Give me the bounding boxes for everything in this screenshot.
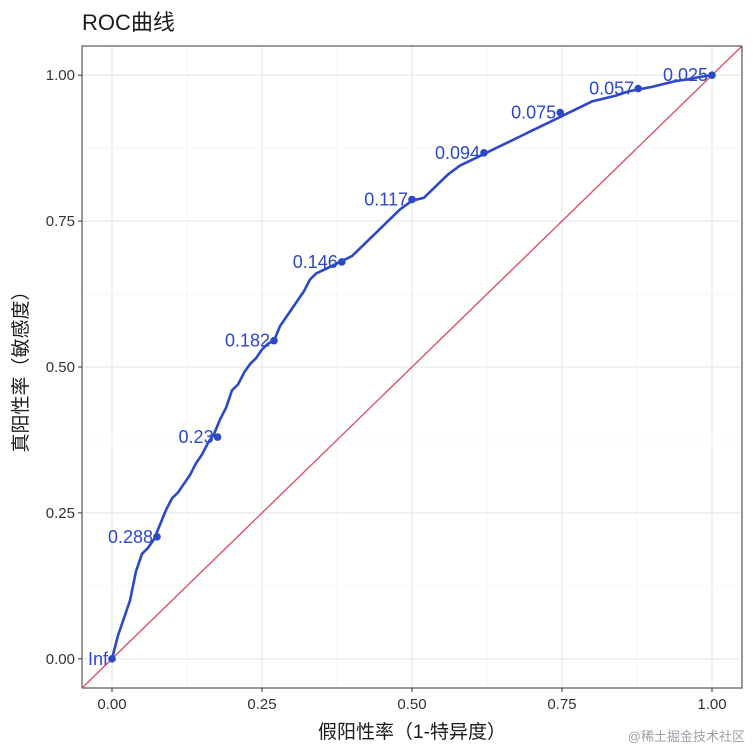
y-axis-ticks: 0.00 0.25 0.50 0.75 1.00 [46, 67, 82, 668]
y-tick-label: 1.00 [46, 67, 75, 84]
threshold-point [270, 336, 278, 345]
threshold-point [480, 149, 488, 157]
threshold-label: 0.23 [179, 427, 214, 447]
threshold-points: Inf 0.288 0.23 0.182 0.146 0.117 0.094 0.075 0.0… [88, 65, 716, 669]
x-tick-label: 0.25 [247, 696, 276, 713]
y-tick-label: 0.50 [46, 359, 75, 376]
threshold-label: 0.094 [435, 143, 480, 163]
threshold-point [556, 108, 564, 117]
threshold-point [708, 71, 716, 79]
threshold-label: 0.057 [589, 79, 634, 99]
reference-diagonal-line [81, 45, 743, 689]
watermark: @稀土掘金技术社区 [627, 729, 745, 744]
x-axis-ticks: 0.00 0.25 0.50 0.75 1.00 [97, 688, 727, 713]
threshold-label: 0.146 [293, 252, 338, 272]
series-lines [81, 45, 743, 689]
x-tick-label: 0.50 [397, 696, 426, 713]
threshold-label: Inf [88, 649, 109, 669]
threshold-point [338, 258, 346, 266]
roc-curve-line [110, 73, 713, 660]
threshold-point [153, 533, 161, 541]
threshold-point [634, 84, 642, 93]
x-tick-label: 1.00 [697, 696, 726, 713]
threshold-label: 0.117 [364, 189, 408, 209]
x-tick-label: 0.75 [547, 696, 576, 713]
y-tick-label: 0.75 [46, 213, 75, 230]
x-axis-label: 假阳性率（1-特异度） [318, 721, 506, 743]
y-axis-label: 真阳性率（敏感度） [10, 281, 32, 452]
y-tick-label: 0.00 [46, 651, 75, 668]
threshold-label: 0.288 [108, 527, 153, 547]
y-tick-label: 0.25 [46, 505, 75, 522]
threshold-point [408, 195, 416, 204]
chart-title: ROC曲线 [82, 10, 175, 35]
x-tick-label: 0.00 [97, 696, 126, 713]
threshold-point [213, 433, 222, 441]
threshold-label: 0.075 [511, 103, 556, 123]
threshold-point [108, 655, 116, 663]
threshold-label: 0.182 [225, 331, 270, 351]
threshold-label: 0.025 [663, 65, 708, 85]
